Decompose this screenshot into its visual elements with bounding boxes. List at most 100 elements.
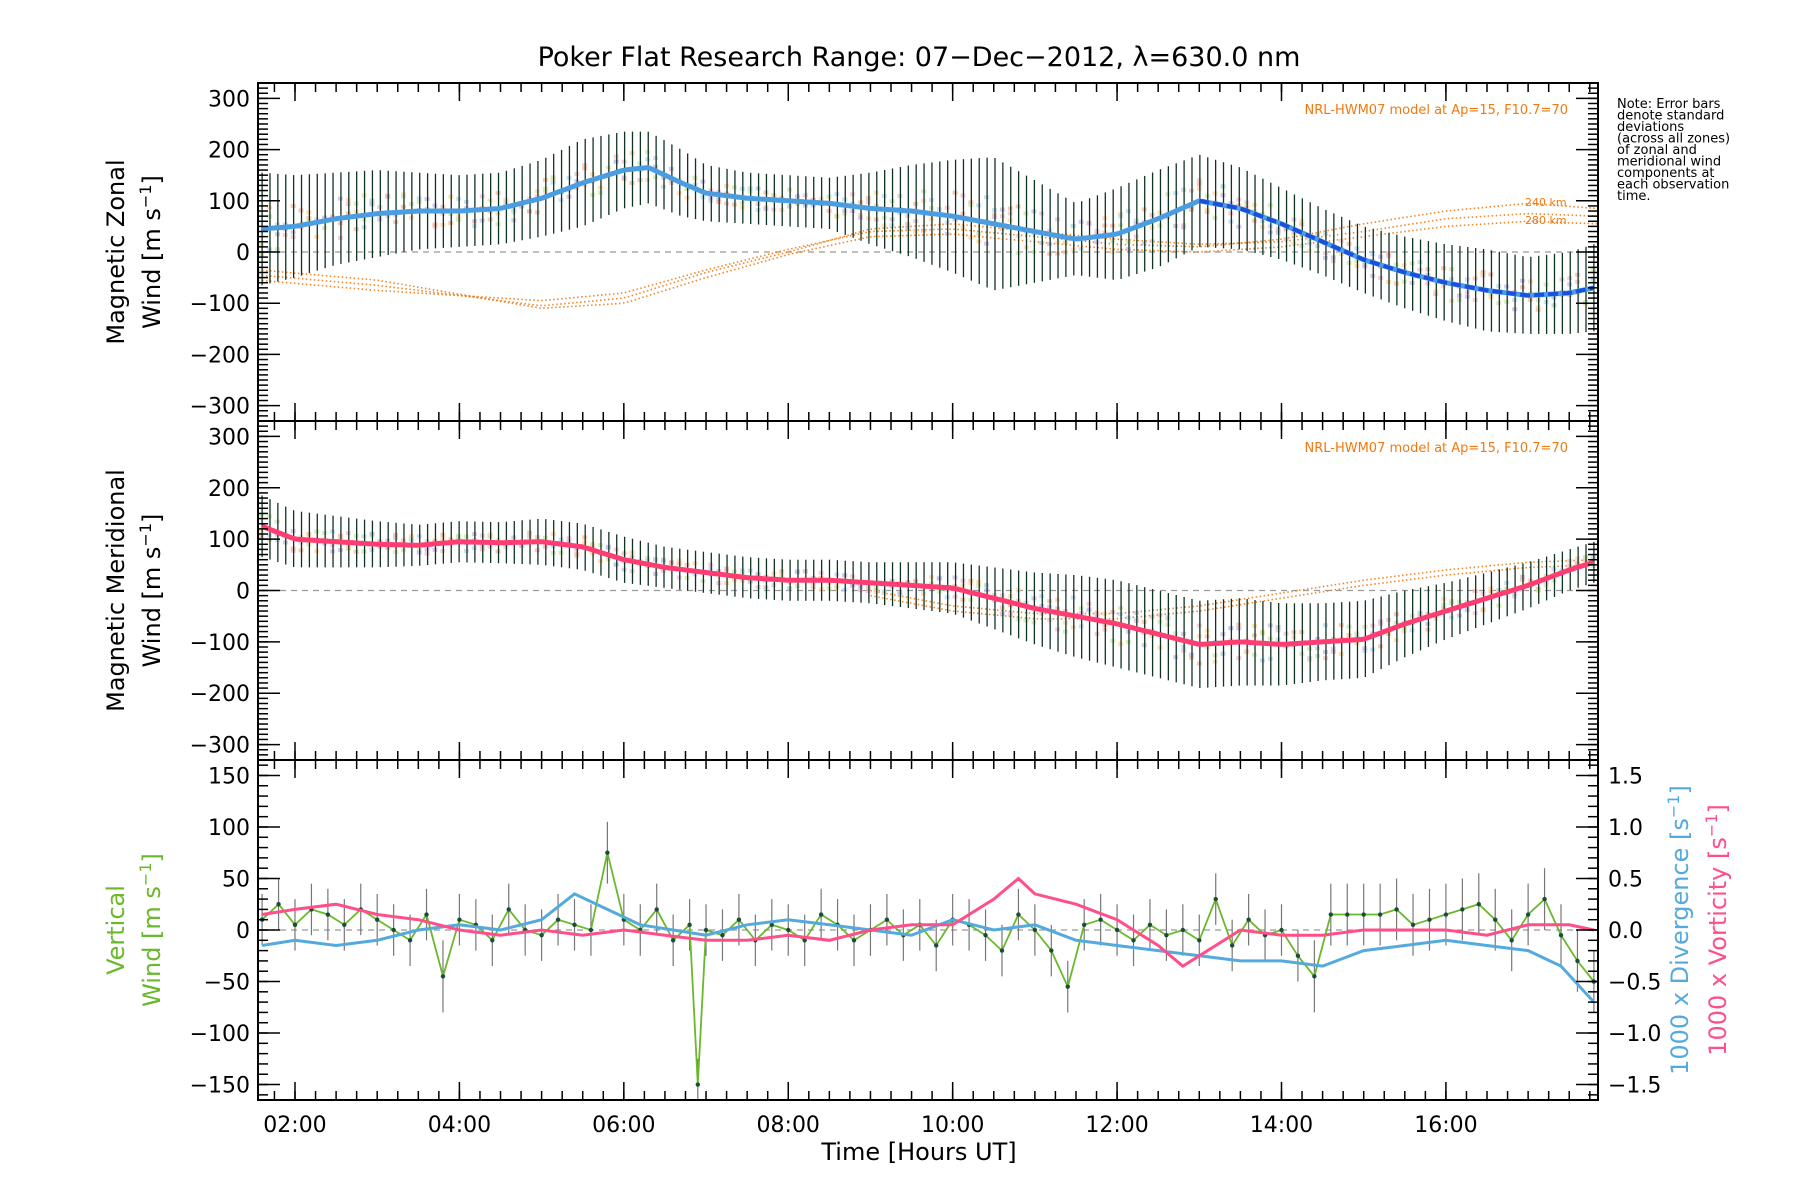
y-tick-label: −300 [190,734,250,759]
y-tick-label: 100 [208,528,250,553]
x-tick-label: 04:00 [428,1113,491,1138]
vertical-wind-point [1361,912,1366,917]
vertical-wind-point [1016,912,1021,917]
model-curve [258,202,1598,302]
vertical-wind-point [1476,902,1481,907]
label-superscript: −1 [136,523,155,547]
vertical-wind-point [1131,938,1136,943]
y-tick-label: 150 [208,764,250,789]
vertical-wind-point [555,917,561,922]
label-superscript: −1 [136,862,155,886]
vertical-wind-point [440,974,446,979]
vertical-wind-point [1443,912,1449,917]
right-tick-label: 1.5 [1608,764,1643,789]
model-curve [258,220,1598,309]
vertical-wind-point [1229,943,1235,948]
model-altitude-label: 280 km [1525,214,1567,227]
vertical-wind-point [1213,896,1218,902]
y-tick-label: −100 [190,292,250,317]
vertical-wind-point [1032,927,1038,933]
vertical-wind-point [1525,912,1531,917]
vertical-wind-point [1049,948,1054,953]
panel-meridional: NRL-HWM07 model at Ap=15, F10.7=70 300 200… [102,420,1599,761]
vertical-wind-point [1509,938,1514,943]
zonal-mean-line [261,164,1595,298]
vertical-wind-point [1377,912,1383,917]
y-axis-label-line1: Magnetic Zonal [102,159,130,344]
x-tick-label: 06:00 [592,1113,655,1138]
note-line: Note: Error bars [1617,97,1721,112]
vertical-wind-point [490,938,495,943]
vorticity-line [261,876,1595,968]
y-tick-label: −200 [190,343,250,368]
label-close: ] [1666,785,1694,794]
vertical-wind-point [802,938,807,943]
vertical-wind-point [375,917,380,922]
right-axis-label-vorticity: 1000 x Vorticity [s−1] [1702,804,1732,1056]
x-axis-label: Time [Hours UT] [820,1138,1016,1166]
vertical-wind-point [1493,917,1498,922]
vertical-wind-point [1180,927,1186,933]
vertical-wind-point [769,922,775,928]
x-tick-label: 16:00 [1414,1113,1477,1138]
vertical-wind-point [1081,922,1087,928]
label-close: ] [138,514,166,523]
chart-title: Poker Flat Research Range: 07−Dec−2012, … [538,42,1301,73]
plot-area [258,131,1598,334]
note-line: deviations [1617,120,1684,135]
x-tick-label: 02:00 [263,1113,326,1138]
note-line: components at [1617,166,1715,181]
vertical-wind-point [539,932,544,938]
label-close: ] [138,853,166,862]
vertical-wind-point [1558,932,1564,938]
vertical-wind-point [703,927,709,933]
vertical-wind-point [983,932,988,938]
vertical-wind-point [851,938,857,943]
vertical-wind-point [786,927,791,933]
right-tick-label: 0.0 [1608,919,1643,944]
vertical-wind-point [1394,907,1399,912]
model-label: NRL-HWM07 model at Ap=15, F10.7=70 [1305,441,1569,456]
vertical-wind-point [342,922,347,928]
plot-area [258,495,1598,689]
right-tick-label: 1.0 [1608,816,1643,841]
x-tick-label: 10:00 [921,1113,984,1138]
vertical-wind-point [934,943,939,948]
y-tick-label: −100 [190,1022,250,1047]
vertical-wind-point [999,948,1005,953]
vertical-wind-point [720,932,725,938]
vertical-wind-point [654,907,659,912]
vertical-wind-point [1164,932,1169,938]
vertical-wind-point [1197,938,1202,943]
y-tick-label: −300 [190,395,250,420]
vertical-wind-point [1312,974,1317,979]
note-line: denote standard [1617,109,1724,124]
vertical-wind-point [1295,953,1301,958]
label-superscript: −1 [1702,814,1721,838]
y-tick-label: −200 [190,682,250,707]
vertical-wind-point [736,917,742,922]
vertical-wind-point [1427,917,1432,922]
vertical-wind-point [407,938,413,943]
y-tick-label: 0 [236,919,250,944]
note-line: time. [1617,189,1651,204]
y-axis-label-line2: Wind [m s−1] [136,175,166,329]
right-tick-label: −0.5 [1608,971,1661,996]
right-tick-label: 0.5 [1608,867,1643,892]
note-line: each observation [1617,178,1729,193]
zonal-mean-line-late [1198,198,1595,298]
y-tick-label: 100 [208,816,250,841]
vertical-wind-point [1246,917,1251,922]
vertical-wind-line [261,852,1595,1085]
vertical-wind-point [1542,896,1547,902]
vertical-wind-point [1575,958,1580,964]
vertical-wind-point [1460,907,1465,912]
vertical-wind-point [1098,917,1103,922]
y-tick-label: −150 [190,1074,250,1099]
vertical-wind-point [325,912,331,917]
x-tick-label: 12:00 [1085,1113,1148,1138]
vertical-wind-point [506,907,511,912]
vertical-wind-point [1147,922,1153,928]
